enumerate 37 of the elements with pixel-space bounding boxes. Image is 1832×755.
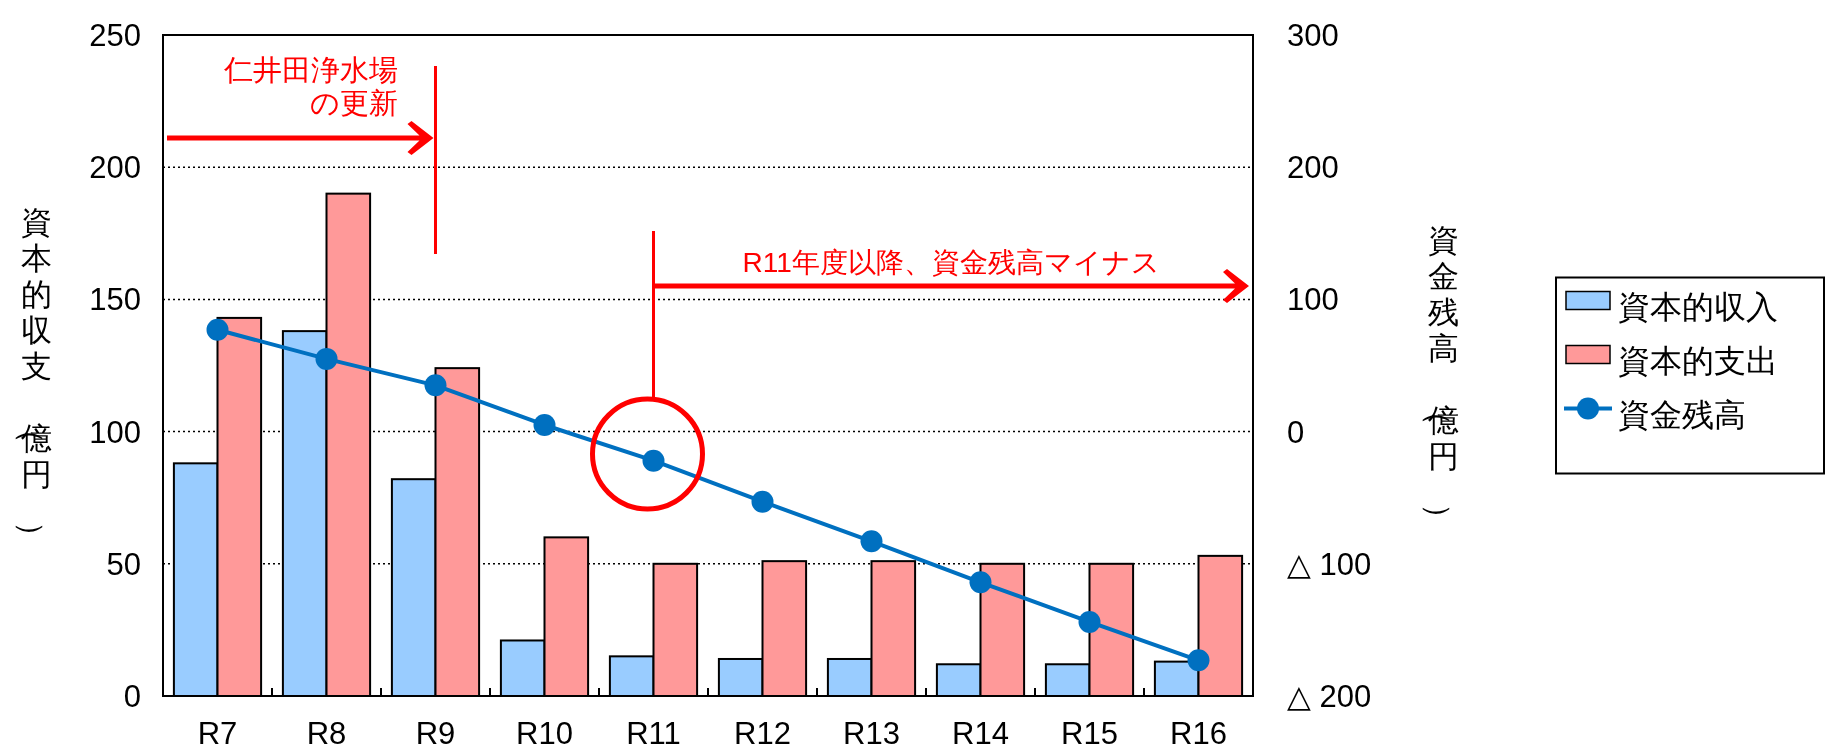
y2-tick-label: 300: [1287, 18, 1339, 53]
x-tick-label: R10: [516, 716, 573, 751]
point: [533, 413, 556, 436]
y2-tick-label: 0: [1287, 414, 1305, 450]
point: [751, 490, 774, 513]
x-tick-label: R7: [197, 716, 238, 751]
annotation: R11年度以降、資金残高マイナス: [742, 247, 1160, 278]
x-tick-label: R8: [306, 716, 347, 751]
y-tick-label: 100: [89, 414, 141, 450]
x-tick-label: R9: [415, 716, 456, 751]
annotation: 仁井田浄水場の更新: [222, 54, 398, 120]
point: [1078, 610, 1101, 633]
x-tick-label: R11: [626, 716, 681, 751]
y-tick-label: 250: [89, 18, 141, 53]
legend-label: 資本的収入: [1618, 288, 1778, 325]
point: [1187, 649, 1210, 672]
point: [642, 449, 665, 472]
y-tick-label: 50: [106, 546, 141, 582]
legend-label: 資本的支出: [1618, 342, 1778, 379]
point: [969, 571, 992, 594]
x-tick-label: R14: [952, 716, 1009, 751]
point: [860, 530, 883, 553]
x-tick-label: R12: [734, 716, 791, 751]
x-tick-label: R16: [1170, 716, 1227, 751]
point: [315, 347, 338, 370]
point: [206, 318, 229, 341]
y-tick-label: 200: [89, 150, 141, 186]
y-tick-label: 150: [89, 282, 141, 318]
y2-tick-label: △ 200: [1287, 679, 1372, 714]
point: [424, 374, 447, 397]
x-tick-label: R13: [843, 716, 900, 751]
x-tick-label: R15: [1061, 716, 1118, 751]
legend-label: 資金残高: [1618, 396, 1746, 433]
y2-tick-label: 100: [1287, 282, 1339, 318]
y2-tick-label: △ 100: [1287, 546, 1372, 582]
y2-tick-label: 200: [1287, 150, 1339, 186]
y-tick-label: 0: [123, 679, 141, 714]
